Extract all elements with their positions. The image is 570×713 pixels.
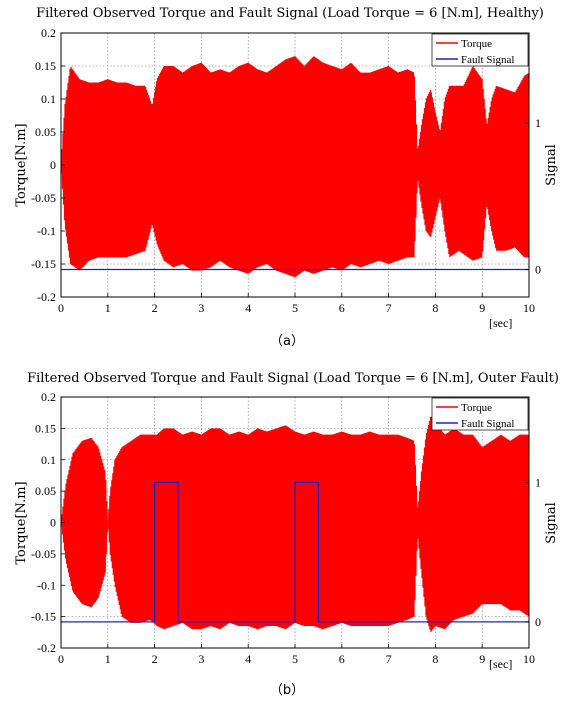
x-tick-label: 8 <box>432 652 438 666</box>
y-tick-label: 0.1 <box>41 92 56 106</box>
panel-caption: （b） <box>270 683 304 698</box>
x-tick-label: 0 <box>58 652 64 666</box>
y-tick-label: 0.05 <box>35 484 56 498</box>
legend: Torque Fault Signal <box>431 397 529 431</box>
x-tick-label: 3 <box>198 652 204 666</box>
y-tick-label: 0.05 <box>35 125 56 139</box>
x-axis-label: [sec] <box>489 657 512 671</box>
chart-title: Filtered Observed Torque and Fault Signa… <box>27 371 559 386</box>
y-tick-label: -0.05 <box>31 547 56 561</box>
y-tick-label: -0.15 <box>31 610 56 624</box>
chart-panel-outer-fault: Filtered Observed Torque and Fault Signa… <box>14 371 559 698</box>
x-tick-label: 2 <box>152 301 158 315</box>
y-tick-label: 0.2 <box>41 26 56 40</box>
x-tick-label: 1 <box>105 652 111 666</box>
y-tick-label: 0.15 <box>35 59 56 73</box>
x-tick-label: 7 <box>386 301 392 315</box>
series-torque-line <box>60 56 530 278</box>
y-tick-label: 0.2 <box>41 390 56 404</box>
x-tick-label: 5 <box>292 301 298 315</box>
x-tick-label: 2 <box>152 652 158 666</box>
x-tick-label: 10 <box>523 301 535 315</box>
x-tick-label: 4 <box>245 652 251 666</box>
x-tick-label: 6 <box>339 301 345 315</box>
y-tick-label: 0.15 <box>35 421 56 435</box>
x-tick-label: 3 <box>198 301 204 315</box>
x-tick-label: 9 <box>479 301 485 315</box>
panel-caption: （a） <box>270 334 304 349</box>
legend-label-torque: Torque <box>461 38 492 50</box>
legend-label-fault-signal: Fault Signal <box>461 54 514 66</box>
y-tick-label: 0 <box>50 158 56 172</box>
x-tick-label: 5 <box>292 652 298 666</box>
y2-tick-label: 1 <box>535 116 541 130</box>
x-axis-label: [sec] <box>489 316 512 330</box>
y2-tick-label: 0 <box>535 615 541 629</box>
y-axis-label: Torque[N.m] <box>14 123 29 206</box>
y-tick-label: -0.2 <box>37 641 56 655</box>
y-tick-label: -0.15 <box>31 257 56 271</box>
y-tick-label: 0 <box>50 516 56 530</box>
x-tick-label: 7 <box>386 652 392 666</box>
y2-tick-label: 0 <box>535 263 541 277</box>
legend-label-fault-signal: Fault Signal <box>461 418 514 430</box>
chart-panel-healthy: Filtered Observed Torque and Fault Signa… <box>14 6 559 349</box>
chart-title: Filtered Observed Torque and Fault Signa… <box>36 6 544 21</box>
x-tick-label: 10 <box>523 652 535 666</box>
series-fault-signal-line <box>61 481 529 623</box>
y-tick-label: -0.1 <box>37 578 56 592</box>
x-tick-label: 9 <box>479 652 485 666</box>
y-tick-label: -0.2 <box>37 290 56 304</box>
y2-axis-label: Signal <box>544 144 559 186</box>
series-torque-line <box>60 416 530 633</box>
y-tick-label: -0.1 <box>37 224 56 238</box>
x-tick-label: 6 <box>339 652 345 666</box>
y2-axis-label: Signal <box>544 502 559 544</box>
x-tick-label: 0 <box>58 301 64 315</box>
legend-label-torque: Torque <box>461 402 492 414</box>
x-tick-label: 8 <box>432 301 438 315</box>
y-tick-label: 0.1 <box>41 453 56 467</box>
x-tick-label: 1 <box>105 301 111 315</box>
legend: Torque Fault Signal <box>431 33 529 67</box>
y-tick-label: -0.05 <box>31 191 56 205</box>
y2-tick-label: 1 <box>535 475 541 489</box>
x-tick-label: 4 <box>245 301 251 315</box>
y-axis-label: Torque[N.m] <box>14 481 29 564</box>
